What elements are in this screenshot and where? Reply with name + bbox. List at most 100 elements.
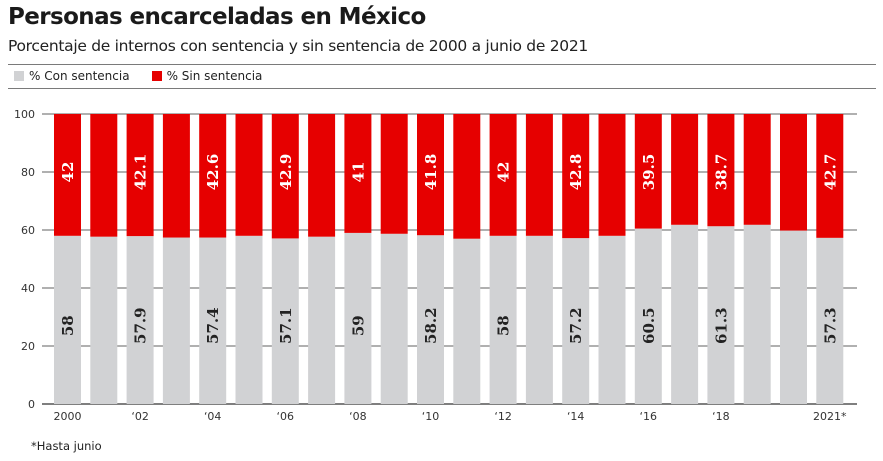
data-label-sin-sentencia: 41.8: [422, 154, 440, 191]
legend-item-con-sentencia: % Con sentencia: [14, 69, 130, 83]
x-tick-label: ‘14: [567, 410, 585, 423]
bar-sin-sentencia-2014: [562, 114, 590, 239]
bar-con-sentencia-2017: [671, 224, 699, 404]
x-tick-label: ‘16: [640, 410, 658, 423]
y-tick-label: 0: [28, 398, 35, 411]
bar-sin-sentencia-2010: [417, 114, 444, 236]
y-tick-label: 20: [21, 340, 35, 353]
bar-sin-sentencia-2018: [707, 114, 735, 227]
y-tick-label: 60: [21, 224, 35, 237]
legend-swatch-con-sentencia: [14, 71, 24, 81]
bar-con-sentencia-2015: [598, 235, 626, 404]
bar-con-sentencia-2008: [344, 232, 372, 404]
bar-con-sentencia-2013: [525, 235, 553, 404]
bar-con-sentencia-2010: [417, 235, 444, 404]
bar-sin-sentencia-2019: [743, 114, 771, 225]
y-tick-label: 100: [14, 108, 35, 121]
legend-label-sin-sentencia: % Sin sentencia: [166, 69, 263, 83]
legend: % Con sentencia % Sin sentencia: [14, 69, 284, 83]
bar-sin-sentencia-2021: [816, 114, 844, 238]
data-label-sin-sentencia: 42: [495, 162, 513, 183]
data-label-sin-sentencia: 42.1: [132, 154, 150, 191]
data-labels: 42 58 42.1 57.9 42.6 57.4 42.9 57.1 41 59 41.8 58.2…: [59, 154, 839, 344]
data-label-con-sentencia: 57.3: [821, 307, 839, 344]
bar-con-sentencia-2014: [562, 238, 590, 404]
data-label-sin-sentencia: 42.6: [204, 154, 222, 191]
bar-con-sentencia-2001: [90, 236, 118, 404]
y-tick-label: 80: [21, 166, 35, 179]
bar-sin-sentencia-2003: [162, 114, 190, 238]
bar-con-sentencia-2003: [162, 237, 190, 404]
data-label-con-sentencia: 57.1: [277, 307, 295, 344]
y-tick-label: 40: [21, 282, 35, 295]
bar-sin-sentencia-2011: [453, 114, 481, 239]
x-tick-label: ‘06: [277, 410, 295, 423]
bar-con-sentencia-2002: [126, 236, 154, 404]
data-label-con-sentencia: 59: [349, 315, 367, 336]
bar-con-sentencia-2016: [634, 228, 662, 404]
legend-item-sin-sentencia: % Sin sentencia: [151, 69, 263, 83]
data-label-con-sentencia: 57.4: [204, 307, 222, 344]
bar-sin-sentencia-2002: [126, 114, 154, 237]
bar-con-sentencia-2018: [707, 226, 735, 404]
x-axis: 2000 ‘02 ‘04 ‘06 ‘08 ‘10 ‘12 ‘14 ‘16 ‘18 2021*: [54, 410, 848, 423]
data-label-con-sentencia: 58: [495, 315, 513, 336]
bar-con-sentencia-2000: [54, 235, 81, 404]
bar-con-sentencia-2005: [235, 235, 263, 404]
x-tick-label: 2000: [54, 410, 82, 423]
bar-con-sentencia-2007: [308, 236, 336, 404]
bar-sin-sentencia-2012: [489, 114, 517, 236]
bar-sin-sentencia-2013: [525, 114, 553, 236]
x-tick-label: ‘08: [349, 410, 367, 423]
x-tick-label: 2021*: [813, 410, 847, 423]
data-label-sin-sentencia: 42: [59, 162, 77, 183]
x-tick-label: ‘10: [422, 410, 440, 423]
bar-con-sentencia-2012: [489, 235, 517, 404]
data-label-sin-sentencia: 38.7: [712, 154, 730, 191]
data-label-sin-sentencia: 39.5: [640, 154, 658, 191]
bar-sin-sentencia-2009: [380, 114, 408, 234]
header-rule-bottom: [8, 88, 876, 89]
bar-sin-sentencia-2020: [780, 114, 807, 231]
bar-sin-sentencia-2016: [634, 114, 662, 229]
data-label-sin-sentencia: 42.7: [821, 154, 839, 191]
bar-sin-sentencia-2007: [308, 114, 336, 237]
chart-title: Personas encarceladas en México: [8, 4, 426, 30]
data-label-con-sentencia: 58: [59, 315, 77, 336]
legend-swatch-sin-sentencia: [151, 71, 162, 81]
data-label-con-sentencia: 57.2: [567, 307, 585, 344]
data-label-con-sentencia: 57.9: [132, 307, 150, 344]
x-tick-label: ‘02: [131, 410, 149, 423]
data-label-con-sentencia: 61.3: [712, 307, 730, 344]
bars: [54, 114, 844, 404]
bar-con-sentencia-2021: [816, 237, 844, 404]
bar-con-sentencia-2006: [271, 238, 299, 404]
bar-sin-sentencia-2000: [54, 114, 81, 236]
bar-con-sentencia-2009: [380, 233, 408, 404]
y-axis: 0 20 40 60 80 100: [14, 108, 35, 411]
data-label-con-sentencia: 60.5: [640, 307, 658, 344]
bar-sin-sentencia-2001: [90, 114, 118, 237]
x-tick-label: ‘12: [494, 410, 512, 423]
bar-sin-sentencia-2006: [271, 114, 299, 239]
bar-sin-sentencia-2005: [235, 114, 263, 236]
bar-con-sentencia-2011: [453, 238, 481, 404]
chart-subtitle: Porcentaje de internos con sentencia y s…: [8, 37, 588, 55]
x-tick-label: ‘04: [204, 410, 222, 423]
data-label-sin-sentencia: 41: [349, 162, 367, 183]
x-tick-label: ‘18: [712, 410, 730, 423]
bar-sin-sentencia-2017: [671, 114, 699, 225]
bar-con-sentencia-2019: [743, 224, 771, 404]
bar-sin-sentencia-2004: [199, 114, 227, 238]
bar-con-sentencia-2020: [780, 230, 807, 404]
data-label-con-sentencia: 58.2: [422, 307, 440, 344]
bar-con-sentencia-2004: [199, 237, 227, 404]
bar-sin-sentencia-2008: [344, 114, 372, 233]
bar-sin-sentencia-2015: [598, 114, 626, 236]
data-label-sin-sentencia: 42.8: [567, 154, 585, 191]
data-label-sin-sentencia: 42.9: [277, 154, 295, 191]
header-rule-top: [8, 64, 876, 65]
footnote: *Hasta junio: [31, 439, 102, 453]
legend-label-con-sentencia: % Con sentencia: [29, 69, 130, 83]
